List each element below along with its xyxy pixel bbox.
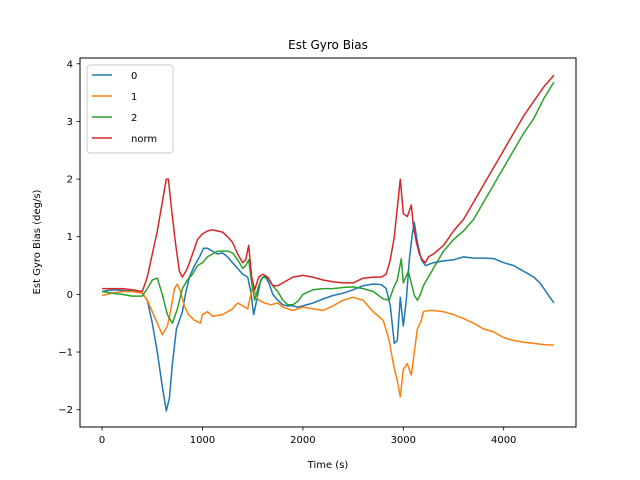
y-tick-label: 0 xyxy=(67,290,73,301)
x-tick-label: 3000 xyxy=(391,435,416,446)
y-axis-ticks: −2 −1 0 1 2 3 4 xyxy=(58,59,80,416)
x-tick-label: 1000 xyxy=(190,435,215,446)
series-line-2 xyxy=(101,81,555,324)
legend-label-2: 2 xyxy=(131,113,137,124)
y-tick-label: 2 xyxy=(67,175,73,186)
y-tick-label: −1 xyxy=(58,348,73,359)
series-line-1 xyxy=(101,283,554,398)
x-tick-label: 0 xyxy=(99,435,105,446)
series-line-0 xyxy=(101,221,555,412)
x-tick-label: 2000 xyxy=(290,435,315,446)
y-tick-label: −2 xyxy=(58,405,73,416)
legend-label-0: 0 xyxy=(131,71,137,82)
y-tick-label: 4 xyxy=(67,59,73,70)
legend-label-3: norm xyxy=(131,134,157,145)
chart-title: Est Gyro Bias xyxy=(288,38,368,52)
legend-label-1: 1 xyxy=(131,92,137,103)
plot-lines xyxy=(101,74,555,412)
series-line-3 xyxy=(102,74,555,293)
y-tick-label: 1 xyxy=(67,232,73,243)
y-tick-label: 3 xyxy=(67,117,73,128)
x-axis-ticks: 0 1000 2000 3000 4000 xyxy=(99,427,516,446)
legend: 0 1 2 norm xyxy=(86,64,174,154)
plot-frame xyxy=(79,57,577,428)
legend-box xyxy=(86,64,174,154)
y-axis-label: Est Gyro Bias (deg/s) xyxy=(32,189,43,294)
x-tick-label: 4000 xyxy=(491,435,516,446)
x-axis-label: Time (s) xyxy=(307,460,349,471)
